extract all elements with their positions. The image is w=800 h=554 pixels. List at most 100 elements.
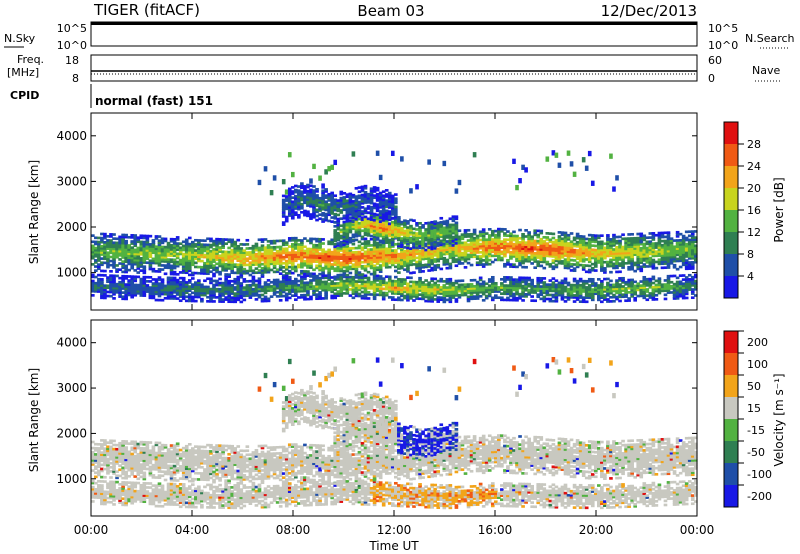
power-cell [100,253,104,256]
power-cell [154,259,159,263]
power-cell [233,248,238,252]
power-cell [109,278,113,282]
power-cell [112,261,116,265]
power-cell [266,289,271,292]
power-cell [378,281,383,284]
power-cell [618,270,622,274]
power-cell [257,260,262,264]
power-cell [215,268,219,272]
power-cell [178,285,183,288]
power-cell [342,263,347,267]
power-cell [130,277,135,281]
power-cell [127,281,131,284]
power-cell [275,245,280,249]
power-cell [372,248,377,251]
power-cell [333,259,338,262]
power-cell [387,216,392,220]
power-cell [203,285,207,289]
power-cell [115,249,119,253]
power-cell [197,253,201,257]
power-cell [287,255,292,259]
power-cell [375,249,380,253]
power-cell [257,252,262,256]
power-cell [336,205,341,209]
power-cell [281,215,286,218]
power-cell [130,256,135,260]
power-cell [184,257,189,260]
power-cell [287,253,292,257]
power-cell [630,232,634,236]
power-cell [230,238,235,242]
power-cell [287,210,292,213]
power-cell [360,223,365,226]
power-cell [345,240,350,243]
power-cell [336,221,341,225]
power-cell [306,200,310,203]
power-cell [200,255,204,259]
power-cell [187,263,192,266]
power-cell [369,244,374,247]
power-cell [133,242,138,246]
power-cell [372,297,377,301]
power-cell [397,271,401,274]
power-cell [360,197,365,201]
power-cell [303,211,307,215]
power-cell [360,237,365,241]
power-cell [209,287,213,291]
power-cell [381,206,386,210]
power-cell [351,255,356,258]
power-cell [342,206,347,209]
power-cell [272,278,277,282]
power-cell [248,294,253,297]
power-cell [363,258,368,262]
power-cell [324,262,328,266]
power-cell [281,284,286,288]
power-cell [169,237,174,241]
power-cell [130,246,135,249]
power-cell [330,250,334,254]
power-cell [157,241,162,245]
power-cell [251,279,256,283]
power-cell [287,245,292,248]
power-cell [281,198,286,202]
power-cell [112,233,116,236]
power-cell [351,286,356,289]
power-cell [333,242,338,246]
power-cell [151,249,156,253]
power-cell [327,260,331,264]
power-cell [269,280,274,284]
power-cell [363,284,368,288]
power-cell [363,197,368,200]
power-cell [109,280,113,284]
power-cell [200,270,204,273]
power-cell [266,246,271,249]
power-cell [130,254,135,258]
freq-tick-bottom: 8 [72,72,79,85]
power-cell [339,198,344,202]
power-cell [236,275,241,279]
power-cell [124,268,128,272]
power-cell [321,254,325,258]
power-cell [369,214,374,217]
power-cell [284,199,289,202]
power-cell [242,269,247,273]
power-cell [236,263,241,267]
power-cell [236,251,241,254]
power-cell [275,256,280,259]
power-cell [257,271,262,274]
power-cell [381,217,386,220]
power-cell [309,247,313,251]
power-cell [163,272,168,276]
power-cell [166,297,171,300]
power-cell [284,292,289,296]
power-cell [372,218,377,222]
power-cell [375,266,380,270]
power-cell [327,288,331,292]
power-cell [327,271,331,274]
power-cell [251,277,256,281]
power-cell [154,237,159,240]
power-cell [300,251,304,255]
power-cell [294,247,298,250]
power-cell [348,228,353,232]
